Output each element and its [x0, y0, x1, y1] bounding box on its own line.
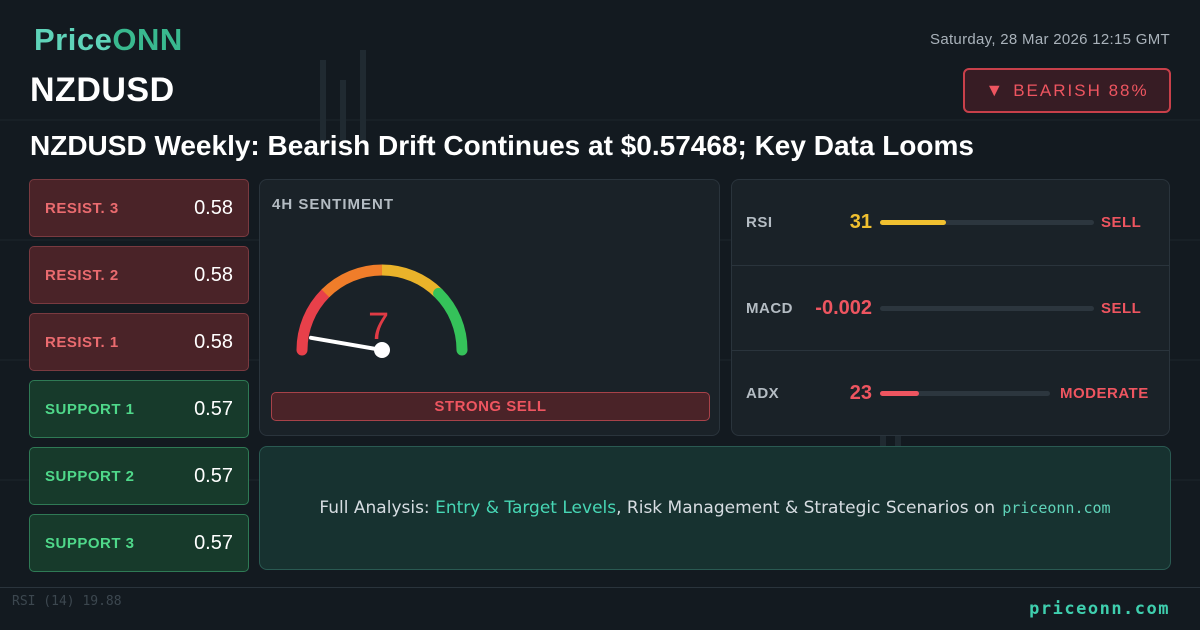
- indicator-bar-fill: [880, 220, 947, 225]
- full-analysis-banner[interactable]: Full Analysis: Entry & Target Levels, Ri…: [259, 446, 1171, 570]
- gauge-needle: [309, 335, 384, 352]
- indicator-row-rsi: RSI 31 SELL: [732, 180, 1169, 265]
- sentiment-gauge: [296, 264, 468, 358]
- level-value: 0.57: [194, 397, 233, 420]
- cta-site-link[interactable]: priceonn.com: [1002, 499, 1111, 517]
- indicator-value: 23: [849, 382, 872, 404]
- sentiment-label: STRONG SELL: [271, 392, 710, 421]
- badge-label: BEARISH 88%: [1013, 80, 1149, 100]
- level-value: 0.58: [194, 330, 233, 353]
- level-label: SUPPORT 3: [45, 534, 135, 552]
- footer-site-link[interactable]: priceonn.com: [1029, 599, 1170, 619]
- level-label: SUPPORT 1: [45, 400, 135, 418]
- indicator-signal: SELL: [1101, 214, 1142, 231]
- indicator-name: ADX: [746, 385, 780, 402]
- level-label: RESIST. 2: [45, 266, 119, 284]
- level-support-1: SUPPORT 1 0.57: [29, 380, 249, 438]
- levels-list: RESIST. 3 0.58 RESIST. 2 0.58 RESIST. 1 …: [29, 179, 249, 581]
- level-label: SUPPORT 2: [45, 467, 135, 485]
- gauge-arc-yellow: [381, 264, 443, 298]
- level-value: 0.57: [194, 464, 233, 487]
- indicator-value: -0.002: [815, 297, 872, 319]
- cta-suffix: , Risk Management & Strategic Scenarios …: [616, 498, 996, 518]
- gauge-value: 7: [368, 306, 390, 348]
- indicator-row-adx: ADX 23 MODERATE: [732, 350, 1169, 435]
- indicator-signal: SELL: [1101, 300, 1142, 317]
- level-resist-2: RESIST. 2 0.58: [29, 246, 249, 304]
- indicators-panel: RSI 31 SELL MACD -0.002 SELL ADX 23 MODE…: [731, 179, 1170, 436]
- logo-text-part2: ONN: [112, 22, 183, 57]
- gauge-arc-orange: [321, 264, 383, 298]
- indicator-name: RSI: [746, 214, 773, 231]
- cta-highlight: Entry & Target Levels: [435, 498, 617, 518]
- footer-divider: [0, 587, 1200, 588]
- headline: NZDUSD Weekly: Bearish Drift Continues a…: [30, 130, 974, 161]
- footer-rsi-readout: RSI (14) 19.88: [12, 594, 122, 609]
- triangle-down-icon: ▼: [985, 80, 1004, 100]
- bearish-badge: ▼ BEARISH 88%: [963, 68, 1171, 113]
- indicator-value: 31: [849, 211, 872, 233]
- symbol-title: NZDUSD: [30, 71, 175, 109]
- cta-prefix: Full Analysis:: [319, 498, 436, 518]
- indicator-bar-track: [880, 306, 1094, 311]
- level-label: RESIST. 3: [45, 199, 119, 217]
- level-label: RESIST. 1: [45, 333, 119, 351]
- level-value: 0.58: [194, 196, 233, 219]
- brand-logo: PriceONN: [34, 22, 183, 58]
- gauge-hub: [374, 342, 390, 358]
- gauge-arc-green: [433, 287, 468, 356]
- sentiment-title: 4H SENTIMENT: [272, 196, 395, 213]
- level-value: 0.58: [194, 263, 233, 286]
- indicator-bar-track: [880, 220, 1094, 225]
- sentiment-panel: 4H SENTIMENT 7 STRONG SELL: [259, 179, 720, 436]
- level-value: 0.57: [194, 531, 233, 554]
- indicator-bar-track: [880, 391, 1050, 396]
- indicator-row-macd: MACD -0.002 SELL: [732, 265, 1169, 350]
- indicator-name: MACD: [746, 300, 793, 317]
- timestamp: Saturday, 28 Mar 2026 12:15 GMT: [930, 31, 1170, 48]
- level-support-2: SUPPORT 2 0.57: [29, 447, 249, 505]
- level-resist-3: RESIST. 3 0.58: [29, 179, 249, 237]
- indicator-bar-fill: [880, 391, 920, 396]
- logo-text-part1: Price: [34, 22, 113, 57]
- gauge-arc-red: [296, 287, 331, 356]
- indicator-signal: MODERATE: [1060, 385, 1149, 402]
- level-resist-1: RESIST. 1 0.58: [29, 313, 249, 371]
- level-support-3: SUPPORT 3 0.57: [29, 514, 249, 572]
